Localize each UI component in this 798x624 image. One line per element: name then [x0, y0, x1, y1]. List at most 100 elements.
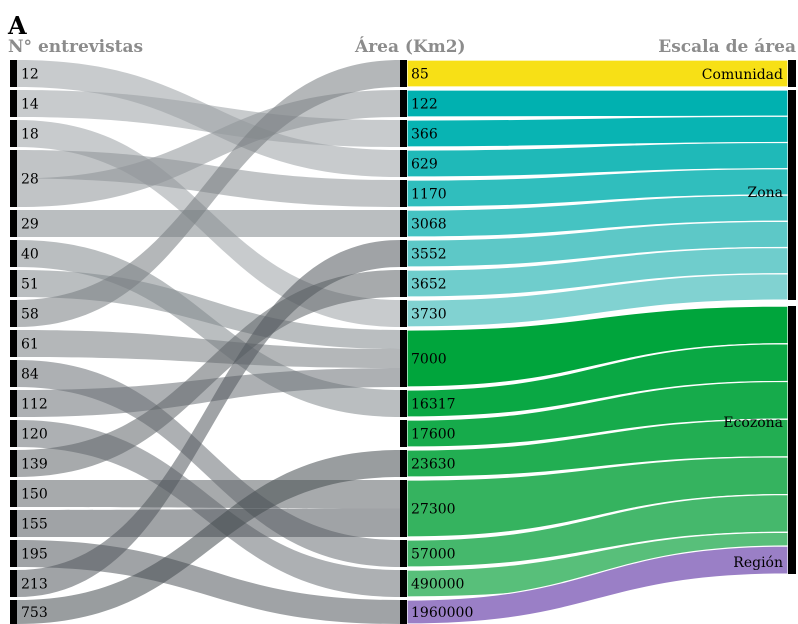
middle-node-label: 3552 — [411, 247, 447, 263]
middle-node-27300 — [400, 480, 407, 537]
nodes-layer: 12 14 18 28 29 40 51 58 61 84 112 120 139 150 155 195 21… — [10, 60, 796, 624]
middle-node-label: 17600 — [411, 427, 456, 443]
left-node-label: 14 — [21, 97, 39, 113]
middle-node-label: 27300 — [411, 502, 456, 518]
right-node-label: Región — [733, 555, 783, 571]
left-node-58 — [10, 300, 17, 327]
middle-column-header: Área (Km2) — [354, 36, 466, 57]
flow-58-to-85 — [17, 60, 400, 327]
left-node-213 — [10, 570, 17, 597]
middle-node-label: 16317 — [411, 397, 456, 413]
middle-node-122 — [400, 90, 407, 117]
middle-node-label: 1170 — [411, 187, 447, 203]
right-node-region — [788, 546, 796, 574]
left-node-label: 753 — [21, 605, 48, 621]
left-node-label: 84 — [21, 367, 39, 383]
left-node-28 — [10, 150, 17, 207]
left-to-middle-flows — [17, 60, 400, 624]
left-node-label: 29 — [21, 217, 39, 233]
labels-layer: A N° entrevistas Área (Km2) Escala de ár… — [7, 11, 796, 57]
middle-node-7000 — [400, 330, 407, 387]
left-node-label: 12 — [21, 67, 39, 83]
left-node-51 — [10, 270, 17, 297]
right-column-header: Escala de área — [658, 37, 796, 57]
middle-node-16317 — [400, 390, 407, 417]
left-node-14 — [10, 90, 17, 117]
flow-14-to-366 — [17, 90, 400, 147]
left-node-label: 195 — [21, 547, 48, 563]
left-node-label: 150 — [21, 487, 48, 503]
right-node-comunidad — [788, 60, 796, 87]
middle-node-17600 — [400, 420, 407, 447]
right-node-label: Zona — [747, 185, 783, 201]
left-node-12 — [10, 60, 17, 87]
middle-node-85 — [400, 60, 407, 87]
right-node-ecozona — [788, 306, 796, 570]
left-node-label: 213 — [21, 577, 48, 593]
left-node-150 — [10, 480, 17, 507]
middle-node-label: 3652 — [411, 277, 447, 293]
flow-753-to-23630 — [17, 450, 400, 624]
middle-node-label: 7000 — [411, 352, 447, 368]
left-node-label: 58 — [21, 307, 39, 323]
flow-28-to-1170 — [17, 150, 400, 207]
left-node-label: 139 — [21, 457, 48, 473]
middle-node-label: 490000 — [411, 577, 464, 593]
right-node-label: Comunidad — [702, 67, 783, 83]
flow-213-to-3552 — [17, 240, 400, 597]
middle-node-490000 — [400, 570, 407, 597]
left-node-753 — [10, 600, 17, 624]
right-node-zona — [788, 90, 796, 300]
right-node-label: Ecozona — [723, 415, 783, 431]
left-node-label: 51 — [21, 277, 39, 293]
left-node-40 — [10, 240, 17, 267]
flow-112-to-7000 — [17, 368, 400, 417]
left-column-header: N° entrevistas — [8, 37, 143, 57]
left-node-195 — [10, 540, 17, 567]
flow-40-to-16317 — [17, 240, 400, 417]
left-node-155 — [10, 510, 17, 537]
middle-node-3552 — [400, 240, 407, 267]
flow-122-to-zona — [406, 89, 789, 118]
left-node-label: 18 — [21, 127, 39, 143]
flow-84-to-57000 — [17, 360, 400, 567]
left-node-120 — [10, 420, 17, 447]
left-node-label: 120 — [21, 427, 48, 443]
left-node-61 — [10, 330, 17, 357]
flow-61-to-7000 — [17, 330, 400, 368]
left-node-29 — [10, 210, 17, 237]
middle-node-3730 — [400, 300, 407, 327]
flow-139-to-3652 — [17, 270, 400, 477]
middle-node-label: 85 — [411, 67, 429, 83]
middle-node-3652 — [400, 270, 407, 297]
middle-node-1960000 — [400, 600, 407, 624]
left-node-84 — [10, 360, 17, 387]
middle-node-1170 — [400, 180, 407, 207]
middle-to-right-flows — [406, 59, 789, 624]
middle-node-label: 629 — [411, 157, 438, 173]
flow-155-to-27300 — [17, 508, 400, 537]
flow-150-to-27300 — [17, 480, 400, 509]
left-node-label: 61 — [21, 337, 39, 353]
middle-node-label: 3730 — [411, 307, 447, 323]
middle-node-label: 3068 — [411, 217, 447, 233]
left-node-label: 155 — [21, 517, 48, 533]
flow-120-to-490000 — [17, 420, 400, 597]
left-node-18 — [10, 120, 17, 147]
left-node-139 — [10, 450, 17, 477]
middle-node-3068 — [400, 210, 407, 237]
flow-28-to-122 — [17, 90, 400, 207]
left-node-112 — [10, 390, 17, 417]
middle-node-label: 23630 — [411, 457, 456, 473]
middle-node-366 — [400, 120, 407, 147]
panel-label: A — [7, 11, 27, 40]
middle-node-57000 — [400, 540, 407, 567]
middle-node-23630 — [400, 450, 407, 477]
left-node-label: 28 — [21, 172, 39, 188]
flow-29-to-3068 — [17, 210, 400, 237]
middle-node-label: 366 — [411, 127, 438, 143]
middle-node-label: 1960000 — [411, 605, 473, 621]
middle-node-label: 57000 — [411, 547, 456, 563]
middle-node-629 — [400, 150, 407, 177]
